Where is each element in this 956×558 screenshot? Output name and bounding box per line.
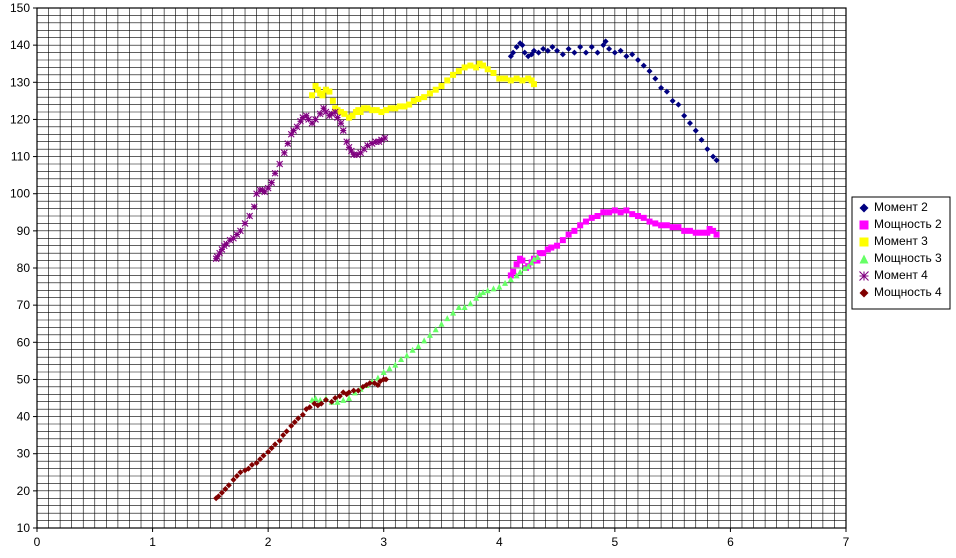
legend-item-label: Момент 2 <box>874 200 928 214</box>
svg-text:0: 0 <box>34 535 41 549</box>
svg-text:100: 100 <box>10 187 30 201</box>
svg-text:50: 50 <box>17 372 31 386</box>
legend-item-label: Момент 4 <box>874 268 928 282</box>
legend-item-label: Мощность 2 <box>874 217 942 231</box>
svg-text:120: 120 <box>10 112 30 126</box>
svg-text:130: 130 <box>10 75 30 89</box>
svg-text:110: 110 <box>11 150 30 164</box>
svg-text:70: 70 <box>17 298 31 312</box>
svg-text:5: 5 <box>612 535 619 549</box>
legend: Момент 2 Мощность 2 Момент 3 Мощность 3 Моме… <box>852 197 950 309</box>
svg-text:40: 40 <box>17 410 31 424</box>
svg-text:150: 150 <box>10 1 30 15</box>
engine-chart: 0 1 2 3 4 5 6 7 10 20 30 40 50 60 70 80 90 100 110 120 130 14… <box>0 0 956 558</box>
svg-text:90: 90 <box>17 224 31 238</box>
legend-item-label: Момент 3 <box>874 234 928 248</box>
svg-text:60: 60 <box>17 335 31 349</box>
legend-item-label: Мощность 4 <box>874 285 942 299</box>
svg-text:2: 2 <box>265 535 272 549</box>
svg-text:7: 7 <box>843 535 850 549</box>
svg-text:1: 1 <box>149 535 156 549</box>
svg-text:140: 140 <box>10 38 30 52</box>
legend-item-label: Мощность 3 <box>874 251 942 265</box>
svg-text:30: 30 <box>17 447 31 461</box>
svg-text:10: 10 <box>17 521 31 535</box>
svg-text:6: 6 <box>727 535 734 549</box>
svg-text:20: 20 <box>17 484 31 498</box>
svg-text:4: 4 <box>496 535 503 549</box>
svg-text:80: 80 <box>17 261 31 275</box>
svg-text:3: 3 <box>380 535 387 549</box>
